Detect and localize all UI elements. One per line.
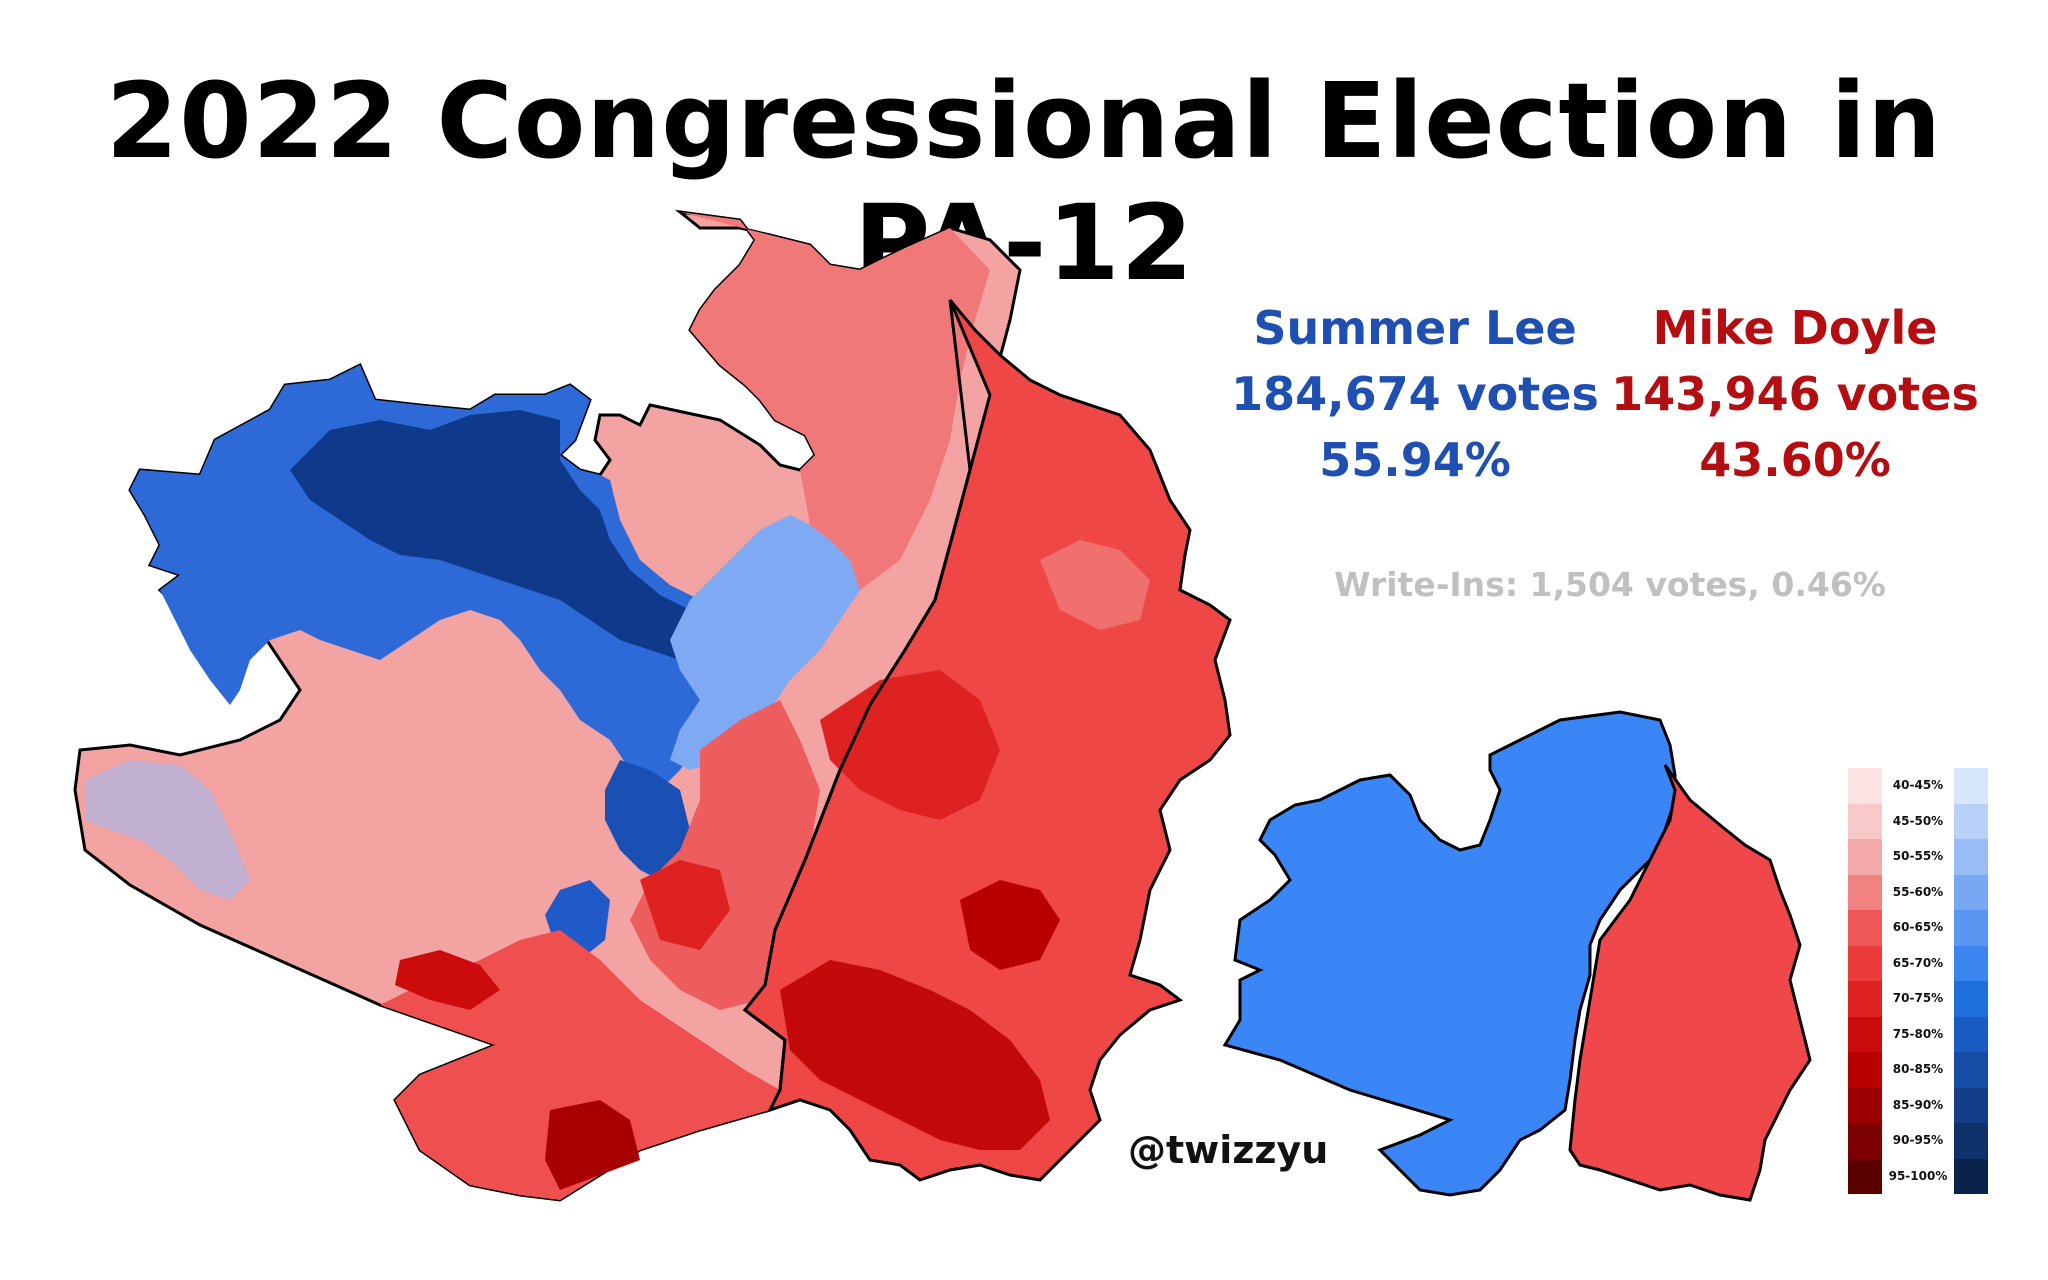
legend-swatch-lee (1954, 910, 1988, 946)
mon-valley-blue (605, 760, 690, 880)
legend-swatch-lee (1954, 945, 1988, 981)
legend-range-label: 45-50% (1892, 813, 1944, 828)
legend-swatch-doyle (1848, 874, 1882, 910)
westmoreland-dark-red-c (960, 880, 1060, 970)
legend-range-label: 40-45% (1892, 778, 1944, 792)
legend-swatch-doyle (1848, 945, 1882, 981)
lee-name: Summer Lee (1253, 301, 1577, 355)
legend-row: 75-80% (1848, 1016, 1988, 1052)
legend-range-label: 75-80% (1892, 1026, 1944, 1041)
westmoreland-dark-red-b (780, 960, 1050, 1150)
westmoreland-light-red (1040, 540, 1150, 630)
westmoreland-dark-red-a (820, 670, 1000, 820)
legend-row: 85-90% (1848, 1087, 1988, 1123)
legend-row: 55-60% (1848, 874, 1988, 910)
legend-swatch-doyle (1848, 803, 1882, 839)
write-ins-text: Write-Ins: 1,504 votes, 0.46% (1334, 565, 1886, 604)
south-dark-red (395, 950, 500, 1010)
candidate-lee-summary: Summer Lee 184,674 votes 55.94% (1205, 295, 1625, 493)
legend-swatch-lee (1954, 839, 1988, 875)
inset-county-result-map (1222, 710, 1812, 1202)
legend-range-label: 50-55% (1892, 849, 1944, 863)
legend-range-label: 95-100% (1888, 1168, 1948, 1183)
legend-swatch-lee (1954, 1123, 1988, 1159)
east-corridor-blue (670, 515, 860, 770)
color-legend: 40-45% 45-50% 50-55% 55-60% 60-65% 65-70% 70-7… (1848, 768, 1988, 1194)
district-precinct-map (73, 209, 1232, 1202)
legend-range-label: 70-75% (1892, 991, 1944, 1005)
lee-percent: 55.94% (1319, 433, 1511, 487)
west-light-blue (85, 760, 250, 900)
legend-swatch-doyle (1848, 981, 1882, 1017)
legend-range-label: 55-60% (1892, 884, 1944, 899)
legend-row: 95-100% (1848, 1158, 1988, 1194)
legend-swatch-lee (1954, 981, 1988, 1017)
legend-swatch-doyle (1848, 1158, 1882, 1194)
legend-row: 65-70% (1848, 945, 1988, 981)
legend-row: 45-50% (1848, 803, 1988, 839)
legend-swatch-doyle (1848, 768, 1882, 804)
legend-row: 90-95% (1848, 1123, 1988, 1159)
legend-swatch-lee (1954, 874, 1988, 910)
legend-swatch-doyle (1848, 1016, 1882, 1052)
lee-votes: 184,674 votes (1231, 367, 1599, 421)
legend-swatch-lee (1954, 1052, 1988, 1088)
legend-range-label: 65-70% (1892, 955, 1944, 970)
legend-range-label: 85-90% (1892, 1097, 1944, 1112)
doyle-percent: 43.60% (1699, 433, 1891, 487)
legend-row: 50-55% (1848, 839, 1988, 875)
map-title: 2022 Congressional Election in PA-12 (105, 60, 1943, 304)
legend-row: 40-45% (1848, 768, 1988, 804)
legend-swatch-doyle (1848, 910, 1882, 946)
legend-swatch-lee (1954, 803, 1988, 839)
doyle-name: Mike Doyle (1652, 301, 1938, 355)
northeast-allegheny (680, 212, 990, 590)
mckeesport-dark-red (640, 860, 730, 950)
county-boundary (742, 299, 972, 1111)
legend-swatch-lee (1954, 1158, 1988, 1194)
legend-range-label: 60-65% (1892, 920, 1944, 934)
legend-swatch-doyle (1848, 1052, 1882, 1088)
legend-range-label: 80-85% (1892, 1062, 1944, 1076)
legend-swatch-lee (1954, 1016, 1988, 1052)
legend-swatch-doyle (1848, 839, 1882, 875)
candidate-doyle-summary: Mike Doyle 143,946 votes 43.60% (1585, 295, 2005, 493)
legend-row: 80-85% (1848, 1052, 1988, 1088)
legend-row: 60-65% (1848, 910, 1988, 946)
pittsburgh-core (290, 410, 700, 660)
legend-swatch-lee (1954, 768, 1988, 804)
legend-row: 70-75% (1848, 981, 1988, 1017)
legend-swatch-doyle (1848, 1123, 1882, 1159)
doyle-votes: 143,946 votes (1611, 367, 1979, 421)
legend-swatch-doyle (1848, 1087, 1882, 1123)
inset-westmoreland-doyle (1568, 764, 1812, 1202)
legend-swatch-lee (1954, 1087, 1988, 1123)
legend-range-label: 90-95% (1892, 1133, 1944, 1147)
author-credit: @twizzyu (1128, 1128, 1329, 1172)
southern-tip-dark-red (545, 1100, 640, 1190)
